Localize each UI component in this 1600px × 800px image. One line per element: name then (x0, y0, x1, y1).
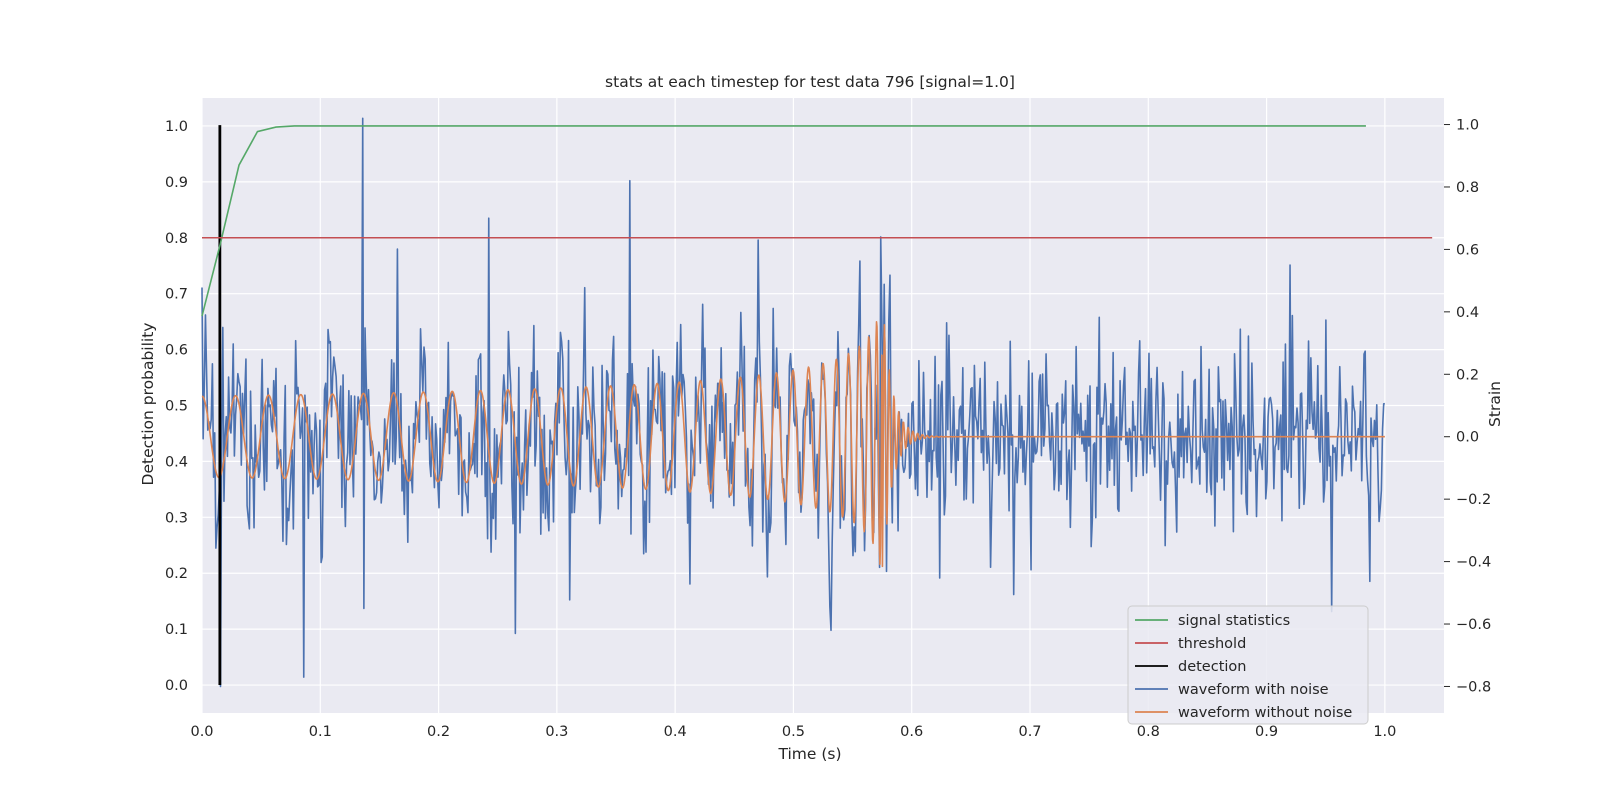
y-axis-label: Detection probability (139, 323, 157, 486)
chart-title: stats at each timestep for test data 796… (605, 73, 1015, 91)
y2-tick-label: 0.0 (1456, 430, 1479, 446)
legend-label: threshold (1178, 636, 1246, 652)
x-tick-label: 0.5 (782, 724, 805, 740)
legend-label: signal statistics (1178, 613, 1290, 629)
x-axis-label: Time (s) (777, 745, 841, 763)
x-tick-label: 0.1 (309, 724, 332, 740)
ticks: 0.0 0.1 0.2 0.3 0.4 0.5 0.6 0.7 0.8 0.9 1.0 0.0 0.1 0… (165, 118, 1491, 740)
y2-tick-label: 0.8 (1456, 180, 1479, 196)
x-tick-label: 0.4 (664, 724, 687, 740)
y2-tick-label: −0.6 (1456, 617, 1491, 633)
series-waveform-with-noise (201, 117, 1385, 688)
legend-box (1127, 605, 1369, 725)
y-tick-label: 0.6 (165, 343, 188, 359)
y-tick-label: 0.5 (165, 399, 188, 415)
y-tick-label: 0.4 (165, 454, 188, 470)
y-tick-label: 0.1 (165, 622, 188, 638)
x-tick-label: 0.8 (1137, 724, 1160, 740)
y2-tick-label: 0.6 (1456, 242, 1479, 258)
series-layer (201, 117, 1433, 688)
x-tick-label: 0.2 (427, 724, 450, 740)
y-tick-label: 0.2 (165, 566, 188, 582)
x-tick-label: 0.6 (900, 724, 923, 740)
y-tick-label: 0.0 (165, 678, 188, 694)
y2-tick-label: 1.0 (1456, 118, 1479, 134)
x-tick-label: 0.0 (190, 724, 213, 740)
y-tick-label: 0.7 (165, 287, 188, 303)
y2-axis-label: Strain (1486, 381, 1504, 427)
y-tick-label: 0.3 (165, 510, 188, 526)
x-tick-label: 0.9 (1255, 724, 1278, 740)
y2-tick-label: −0.8 (1456, 679, 1491, 695)
series-detection (218, 125, 222, 686)
x-tick-label: 0.7 (1018, 724, 1041, 740)
y-tick-label: 1.0 (165, 119, 188, 135)
y-tick-label: 0.9 (165, 175, 188, 191)
y2-tick-label: −0.4 (1456, 555, 1491, 571)
legend: signal statistics threshold detection wavef… (1127, 605, 1369, 725)
y2-tick-label: −0.2 (1456, 492, 1491, 508)
x-tick-label: 0.3 (545, 724, 568, 740)
series-waveform-without-noise (201, 321, 1386, 568)
x-tick-label: 1.0 (1373, 724, 1396, 740)
y-tick-label: 0.8 (165, 231, 188, 247)
y2-tick-label: 0.2 (1456, 367, 1479, 383)
series-signal-statistics (201, 125, 1366, 317)
legend-label: detection (1178, 659, 1246, 675)
legend-label: waveform without noise (1178, 705, 1352, 721)
legend-label: waveform with noise (1178, 682, 1329, 698)
y2-tick-label: 0.4 (1456, 305, 1479, 321)
